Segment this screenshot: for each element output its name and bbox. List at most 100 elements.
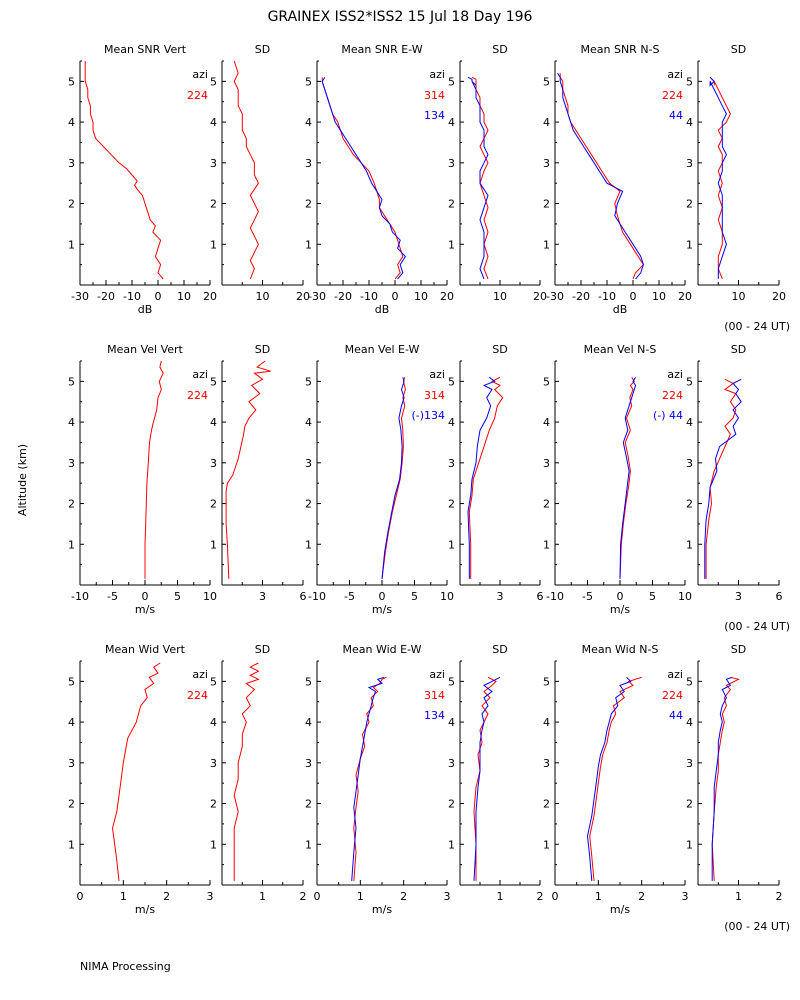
vel-vert-legend-header: azi: [192, 368, 208, 381]
vel-vert-sd-ytick-label: 2: [210, 498, 217, 511]
wid-ew-xlabel: m/s: [372, 903, 392, 916]
snr-ns-sd-series-1: [709, 76, 727, 279]
snr-ns-series-0: [559, 73, 645, 280]
wid-vert-ytick-label: 5: [68, 675, 75, 688]
time-note-row-1: (00 - 24 UT): [724, 320, 790, 333]
snr-ns-sd-series-0: [709, 76, 731, 280]
snr-ew-series-0: [321, 77, 404, 280]
wid-ns-legend-header: azi: [667, 668, 683, 681]
vel-ns-ytick-label: 5: [543, 375, 550, 388]
wid-vert-xlabel: m/s: [135, 903, 155, 916]
vel-ew-sd-ytick-label: 2: [448, 498, 455, 511]
vel-ns-ytick-label: 4: [543, 416, 550, 429]
snr-ns-xtick-label: 0: [630, 290, 637, 303]
snr-ns-xtick-label: -30: [546, 290, 564, 303]
vel-ns-xtick-label: 10: [678, 590, 692, 603]
snr-vert-xtick-label: -20: [97, 290, 115, 303]
snr-ns-ytick-label: 5: [543, 75, 550, 88]
wid-ew-sd-title: SD: [492, 643, 507, 656]
snr-ns-sd-xtick-label: 20: [772, 290, 786, 303]
vel-vert-sd-ytick-label: 4: [210, 416, 217, 429]
snr-ew-xtick-label: -30: [308, 290, 326, 303]
snr-vert-xtick-label: -10: [123, 290, 141, 303]
vel-ns-legend-entry: 224: [662, 389, 683, 402]
snr-ew-xtick-label: -10: [360, 290, 378, 303]
vel-ns-sd-title: SD: [731, 343, 746, 356]
vel-ew-sd-ytick-label: 3: [448, 457, 455, 470]
snr-ns-legend-entry: 44: [669, 109, 683, 122]
vel-ew-ytick-label: 1: [305, 538, 312, 551]
snr-vert-sd-ytick-label: 2: [210, 198, 217, 211]
vel-ns-sd-xtick-label: 6: [776, 590, 783, 603]
vel-ns-sd-ytick-label: 5: [686, 375, 693, 388]
wid-ns-ytick-label: 1: [543, 838, 550, 851]
snr-ns-sd-xtick-label: 10: [732, 290, 746, 303]
wid-ew-sd-panel: SD 1 2 3 4 5 1 2: [448, 643, 544, 903]
wid-ew-ytick-label: 2: [305, 798, 312, 811]
snr-ns-sd-ytick-label: 1: [686, 238, 693, 251]
vel-vert-ytick-label: 2: [68, 498, 75, 511]
wid-vert-xtick-label: 1: [120, 890, 127, 903]
wid-vert-legend-header: azi: [192, 668, 208, 681]
snr-ns-panel: Mean SNR N-S 1 2 3 4 5 -30 -20 -10 0 10 20 dB azi 224 4…: [543, 43, 692, 316]
vel-ns-xlabel: m/s: [610, 603, 630, 616]
wid-vert-sd-series-0: [233, 662, 260, 881]
snr-vert-xlabel: dB: [138, 303, 153, 316]
wid-ew-sd-ytick-label: 4: [448, 716, 455, 729]
snr-ns-xtick-label: -20: [572, 290, 590, 303]
snr-ew-legend-header: azi: [429, 68, 445, 81]
wid-vert-xtick-label: 0: [77, 890, 84, 903]
snr-vert-xtick-label: 0: [155, 290, 162, 303]
wid-ns-xlabel: m/s: [610, 903, 630, 916]
snr-vert-legend-header: azi: [192, 68, 208, 81]
vel-ns-sd-series-0: [705, 378, 737, 579]
wid-ns-sd-panel: SD 1 2 3 4 5 1 2: [686, 643, 783, 903]
wid-ew-sd-ytick-label: 1: [448, 838, 455, 851]
vel-ew-xtick-label: 5: [411, 590, 418, 603]
wid-ew-sd-ytick-label: 2: [448, 798, 455, 811]
wid-ns-xtick-label: 2: [638, 890, 645, 903]
wid-ew-ytick-label: 5: [305, 675, 312, 688]
vel-ew-xtick-label: -10: [308, 590, 326, 603]
snr-ns-ytick-label: 1: [543, 238, 550, 251]
wid-ns-title: Mean Wid N-S: [582, 643, 659, 656]
wid-ns-series-1: [586, 676, 632, 881]
vel-vert-ytick-label: 4: [68, 416, 75, 429]
wid-ns-xtick-label: 3: [682, 890, 689, 903]
vel-ew-ytick-label: 2: [305, 498, 312, 511]
snr-ew-ytick-label: 4: [305, 116, 312, 129]
snr-ew-legend-entry: 314: [424, 89, 445, 102]
wid-vert-ytick-label: 3: [68, 757, 75, 770]
snr-ew-sd-panel: SD 1 2 3 4 5 10 20: [448, 43, 547, 303]
snr-ew-sd-title: SD: [492, 43, 507, 56]
wid-ns-sd-ytick-label: 4: [686, 716, 693, 729]
vel-vert-xtick-label: 0: [142, 590, 149, 603]
snr-ns-title: Mean SNR N-S: [581, 43, 660, 56]
vel-ew-sd-ytick-label: 5: [448, 375, 455, 388]
wid-vert-panel: Mean Wid Vert 1 2 3 4 5 0 1 2 3 m/s azi 224: [68, 643, 214, 916]
snr-ew-sd-series-0: [471, 76, 489, 280]
wid-ns-ytick-label: 5: [543, 675, 550, 688]
wid-ew-sd-ytick-label: 5: [448, 675, 455, 688]
snr-ew-sd-ytick-label: 4: [448, 116, 455, 129]
vel-vert-xtick-label: -10: [71, 590, 89, 603]
vel-ns-sd-xtick-label: 3: [735, 590, 742, 603]
snr-vert-ytick-label: 3: [68, 157, 75, 170]
vel-ns-ytick-label: 1: [543, 538, 550, 551]
snr-vert-title: Mean SNR Vert: [104, 43, 187, 56]
vel-ew-ytick-label: 4: [305, 416, 312, 429]
snr-vert-sd-ytick-label: 4: [210, 116, 217, 129]
snr-ns-sd-ytick-label: 2: [686, 198, 693, 211]
wid-vert-title: Mean Wid Vert: [105, 643, 186, 656]
snr-vert-xtick-label: -30: [71, 290, 89, 303]
wid-vert-sd-ytick-label: 3: [210, 757, 217, 770]
wid-ns-ytick-label: 3: [543, 757, 550, 770]
vel-ew-legend-entry: (-)134: [411, 409, 445, 422]
vel-ns-xtick-label: -10: [546, 590, 564, 603]
wid-ns-legend-entry: 44: [669, 709, 683, 722]
wid-ns-sd-series-1: [711, 676, 733, 881]
snr-ew-sd-xtick-label: 20: [533, 290, 547, 303]
vel-ew-sd-xtick-label: 3: [497, 590, 504, 603]
